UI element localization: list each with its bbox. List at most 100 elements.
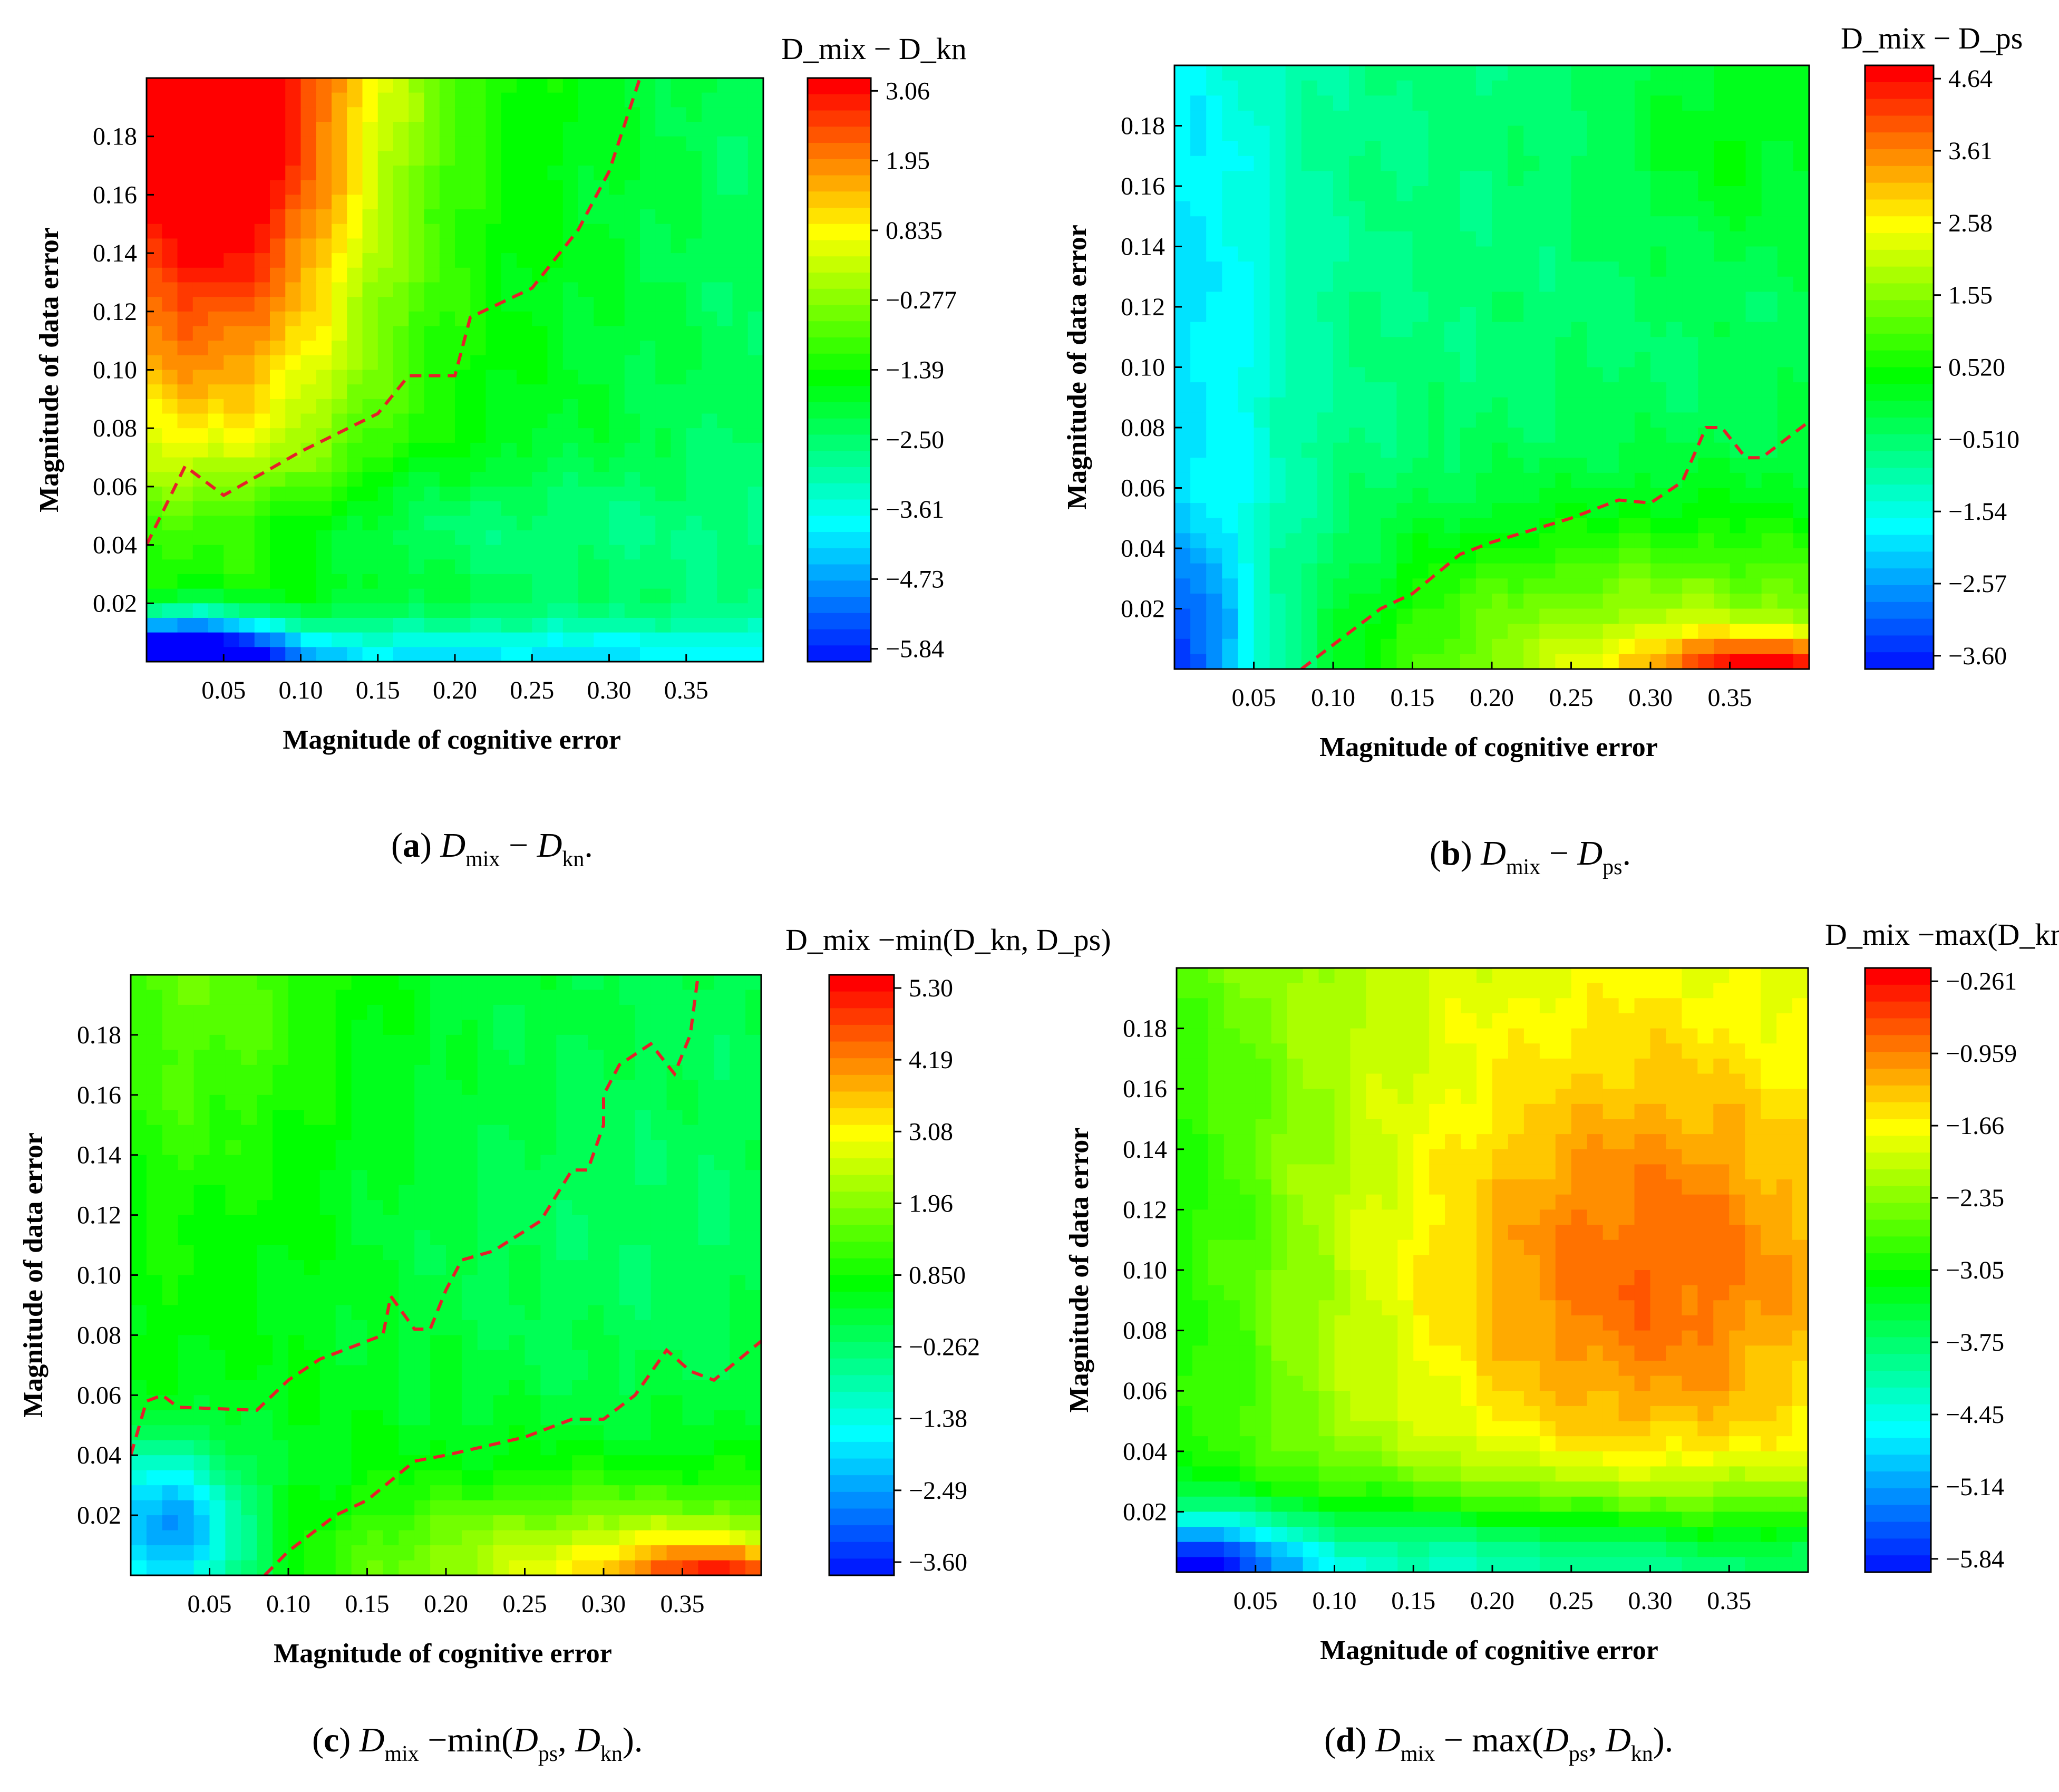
heatmap-cell	[1269, 95, 1286, 111]
heatmap-cell	[455, 632, 471, 648]
heatmap-cell	[1381, 186, 1397, 202]
heatmap-cell	[288, 1034, 305, 1051]
heatmap-cell	[594, 428, 610, 443]
heatmap-cell	[304, 1245, 320, 1261]
heatmap-cell	[1254, 276, 1270, 293]
heatmap-cell	[1475, 518, 1492, 534]
heatmap-cell	[1571, 593, 1588, 609]
heatmap-cell	[1571, 624, 1588, 640]
heatmap-cell	[540, 1470, 557, 1486]
heatmap-cell	[1730, 95, 1746, 111]
heatmap-cell	[316, 195, 332, 210]
heatmap-cell	[1222, 125, 1239, 141]
heatmap-cell	[1714, 261, 1731, 277]
heatmap-cell	[1222, 458, 1239, 473]
heatmap-cell	[241, 1275, 257, 1291]
heatmap-cell	[477, 1365, 494, 1381]
heatmap-cell	[1206, 186, 1223, 202]
heatmap-cell	[717, 166, 733, 181]
heatmap-cell	[493, 1094, 510, 1111]
heatmap-cell	[1714, 307, 1731, 323]
heatmap-cell	[424, 107, 440, 122]
heatmap-cell	[493, 1110, 510, 1126]
heatmap-cell	[225, 1125, 242, 1141]
heatmap-cell	[257, 1365, 273, 1381]
heatmap-cell	[1301, 186, 1318, 202]
heatmap-cell	[572, 990, 588, 1005]
heatmap-cell	[1539, 352, 1556, 368]
heatmap-cell	[556, 1155, 572, 1170]
heatmap-cell	[319, 1530, 336, 1546]
heatmap-cell	[351, 975, 368, 991]
colorbar-step	[808, 532, 871, 549]
heatmap-cell	[588, 1350, 604, 1366]
heatmap-cell	[635, 1170, 652, 1186]
heatmap-cell	[1745, 367, 1762, 383]
heatmap-cell	[288, 1350, 305, 1366]
heatmap-cell	[517, 224, 533, 239]
heatmap-cell	[745, 1020, 762, 1035]
heatmap-cell	[288, 1515, 305, 1531]
heatmap-cell	[273, 1365, 289, 1381]
heatmap-cell	[257, 1034, 273, 1051]
heatmap-cell	[1492, 261, 1508, 277]
heatmap-cell	[273, 1200, 289, 1216]
heatmap-cell	[1206, 246, 1223, 262]
heatmap-cell	[1222, 186, 1239, 202]
heatmap-cell	[1365, 563, 1382, 579]
colorbar-step	[808, 321, 871, 338]
heatmap-cell	[446, 975, 462, 991]
heatmap-cell	[147, 180, 163, 196]
heatmap-cell	[732, 413, 749, 429]
heatmap-cell	[254, 107, 270, 122]
heatmap-cell	[1793, 171, 1810, 187]
heatmap-cell	[470, 588, 487, 604]
colorbar-step	[808, 127, 871, 143]
heatmap-cell	[193, 1094, 210, 1111]
heatmap-cell	[1587, 563, 1604, 579]
heatmap-cell	[409, 413, 425, 429]
heatmap-cell	[1634, 95, 1651, 111]
heatmap-cell	[1269, 141, 1286, 157]
heatmap-cell	[224, 545, 240, 560]
heatmap-cell	[1555, 458, 1572, 473]
heatmap-cell	[1349, 216, 1365, 232]
heatmap-cell	[1682, 276, 1699, 293]
heatmap-cell	[1174, 367, 1191, 383]
heatmap-cell	[1317, 110, 1334, 127]
heatmap-cell	[730, 1320, 746, 1336]
heatmap-cell	[1555, 65, 1572, 81]
heatmap-cell	[1587, 125, 1604, 141]
heatmap-cell	[1444, 472, 1461, 489]
heatmap-cell	[1206, 307, 1223, 323]
heatmap-cell	[254, 326, 270, 341]
heatmap-cell	[1444, 246, 1461, 262]
heatmap-cell	[285, 166, 302, 181]
heatmap-cell	[1650, 472, 1667, 489]
heatmap-cell	[254, 253, 270, 268]
heatmap-cell	[273, 1530, 289, 1546]
heatmap-cell	[1745, 654, 1762, 670]
heatmap-cell	[717, 588, 733, 604]
heatmap-cell	[1777, 654, 1794, 670]
heatmap-cell	[532, 166, 548, 181]
heatmap-cell	[702, 428, 718, 443]
heatmap-cell	[424, 253, 440, 268]
heatmap-cell	[1508, 65, 1524, 81]
heatmap-cell	[671, 501, 687, 517]
heatmap-cell	[304, 1305, 320, 1321]
heatmap-cell	[1396, 201, 1413, 217]
heatmap-cell	[1745, 397, 1762, 413]
heatmap-cell	[1190, 578, 1207, 594]
heatmap-cell	[239, 297, 255, 312]
heatmap-cell	[594, 224, 610, 239]
heatmap-cell	[1793, 322, 1810, 338]
heatmap-cell	[362, 78, 378, 93]
heatmap-cell	[335, 1125, 352, 1141]
heatmap-cell	[1634, 518, 1651, 534]
heatmap-cell	[714, 1335, 730, 1351]
heatmap-cell	[666, 1395, 683, 1411]
heatmap-cell	[732, 253, 749, 268]
colorbar-step	[808, 240, 871, 257]
heatmap-cell	[501, 457, 517, 473]
